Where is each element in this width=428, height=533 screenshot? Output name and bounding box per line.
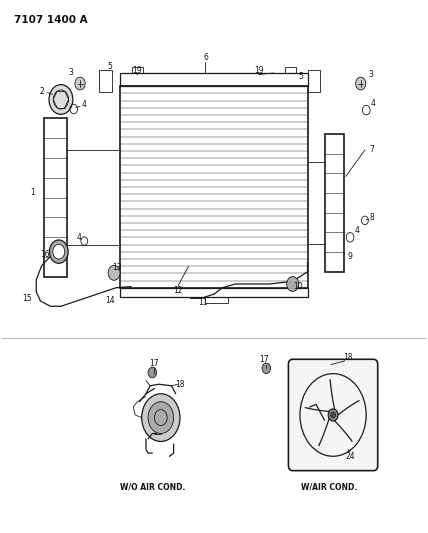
- Text: 17: 17: [150, 359, 159, 367]
- Bar: [205, 297, 228, 303]
- Text: 3: 3: [68, 68, 73, 77]
- Text: 4: 4: [354, 226, 360, 235]
- Text: W/AIR COND.: W/AIR COND.: [301, 482, 357, 491]
- Circle shape: [50, 240, 68, 263]
- Bar: [132, 67, 143, 73]
- Bar: [44, 118, 67, 277]
- Text: 4: 4: [371, 99, 376, 108]
- Text: 19: 19: [254, 66, 264, 75]
- Text: 10: 10: [293, 282, 303, 291]
- Text: 9: 9: [348, 253, 353, 262]
- Circle shape: [328, 409, 338, 421]
- Circle shape: [53, 244, 65, 259]
- Text: 4: 4: [76, 233, 81, 242]
- Text: 8: 8: [370, 213, 374, 222]
- Text: 13: 13: [113, 263, 122, 272]
- Bar: [285, 67, 296, 73]
- Text: 14: 14: [105, 296, 115, 305]
- Text: 5: 5: [107, 62, 112, 71]
- Circle shape: [142, 394, 180, 441]
- Text: 7: 7: [369, 146, 374, 155]
- Text: 12: 12: [173, 286, 183, 295]
- Text: 17: 17: [259, 355, 269, 364]
- Circle shape: [356, 77, 366, 90]
- Text: 6: 6: [203, 53, 208, 62]
- Text: 18: 18: [343, 353, 353, 362]
- Text: 3: 3: [368, 70, 373, 79]
- Text: 7107 1400 A: 7107 1400 A: [14, 14, 88, 25]
- Bar: [120, 288, 308, 297]
- Circle shape: [49, 85, 73, 114]
- FancyBboxPatch shape: [288, 359, 378, 471]
- Text: W/O AIR COND.: W/O AIR COND.: [120, 482, 185, 491]
- Text: 18: 18: [175, 379, 185, 389]
- Bar: [120, 86, 308, 288]
- Circle shape: [262, 363, 270, 374]
- Text: 5: 5: [299, 72, 303, 81]
- Text: 24: 24: [345, 452, 355, 461]
- Circle shape: [108, 265, 120, 280]
- Text: 2: 2: [40, 87, 45, 96]
- Circle shape: [148, 402, 174, 433]
- Text: 1: 1: [30, 188, 35, 197]
- Circle shape: [287, 277, 299, 292]
- Circle shape: [75, 77, 85, 90]
- Circle shape: [148, 367, 157, 378]
- Bar: [99, 70, 112, 92]
- Circle shape: [331, 412, 336, 418]
- Text: 11: 11: [199, 298, 208, 307]
- Text: 19: 19: [133, 66, 142, 75]
- Bar: [324, 134, 344, 272]
- Text: 15: 15: [22, 294, 32, 303]
- Bar: [120, 73, 308, 86]
- Text: 4: 4: [82, 100, 87, 109]
- Text: 16: 16: [40, 251, 50, 260]
- Bar: [308, 70, 320, 92]
